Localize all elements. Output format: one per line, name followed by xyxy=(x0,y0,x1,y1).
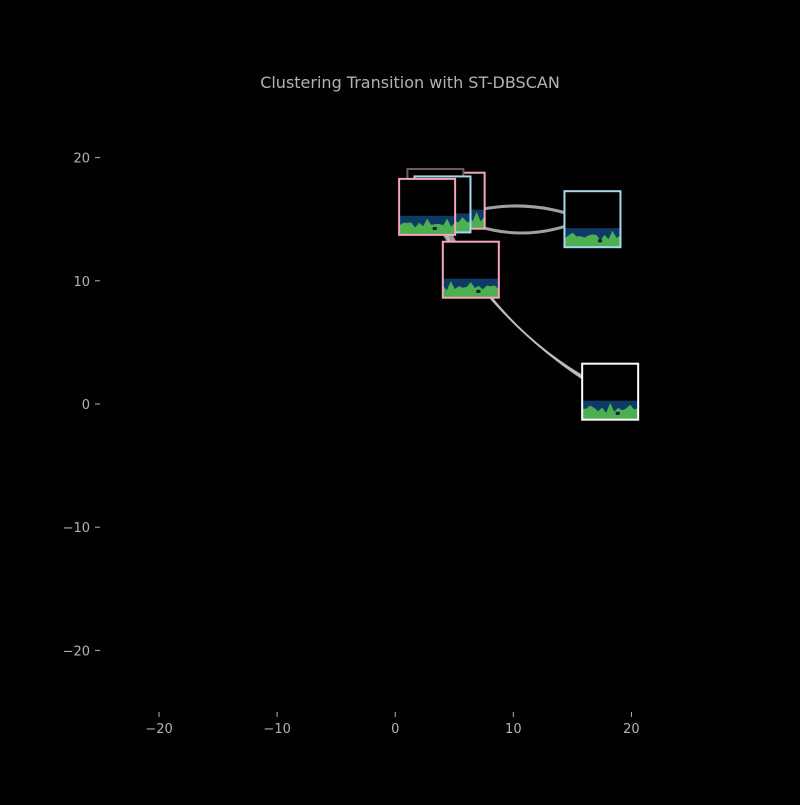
cluster-node xyxy=(581,362,640,421)
node-border xyxy=(398,177,457,236)
y-tick-label: 20 xyxy=(73,152,90,167)
transition-edge xyxy=(440,209,597,384)
x-tick-label: 20 xyxy=(623,722,640,737)
node-thumbnail-detail xyxy=(598,239,603,243)
node-thumbnail-detail xyxy=(476,289,481,293)
node-thumbnail-land xyxy=(442,281,499,298)
x-axis: −20 −10 0 10 20 xyxy=(145,712,640,737)
cluster-node xyxy=(563,190,622,249)
x-tick-label: −20 xyxy=(145,722,172,737)
node-border xyxy=(563,190,622,249)
y-axis: −20 −10 0 10 20 xyxy=(63,152,100,659)
cluster-node xyxy=(398,177,457,236)
x-tick-label: 0 xyxy=(391,722,399,737)
node-layer xyxy=(398,168,640,421)
node-thumbnail-land xyxy=(564,230,621,248)
node-border xyxy=(441,240,500,299)
x-tick-label: 10 xyxy=(505,722,522,737)
cluster-node xyxy=(441,240,500,299)
y-tick-label: 10 xyxy=(73,275,90,290)
node-thumbnail-land xyxy=(399,218,456,235)
node-thumbnail-detail xyxy=(432,227,437,231)
chart-title: Clustering Transition with ST-DBSCAN xyxy=(260,73,560,92)
node-thumbnail-land xyxy=(582,402,639,420)
node-border xyxy=(581,362,640,421)
x-tick-label: −10 xyxy=(263,722,290,737)
y-tick-label: −20 xyxy=(63,644,90,659)
y-tick-label: 0 xyxy=(82,398,90,413)
node-thumbnail-detail xyxy=(615,411,620,415)
y-tick-label: −10 xyxy=(63,521,90,536)
